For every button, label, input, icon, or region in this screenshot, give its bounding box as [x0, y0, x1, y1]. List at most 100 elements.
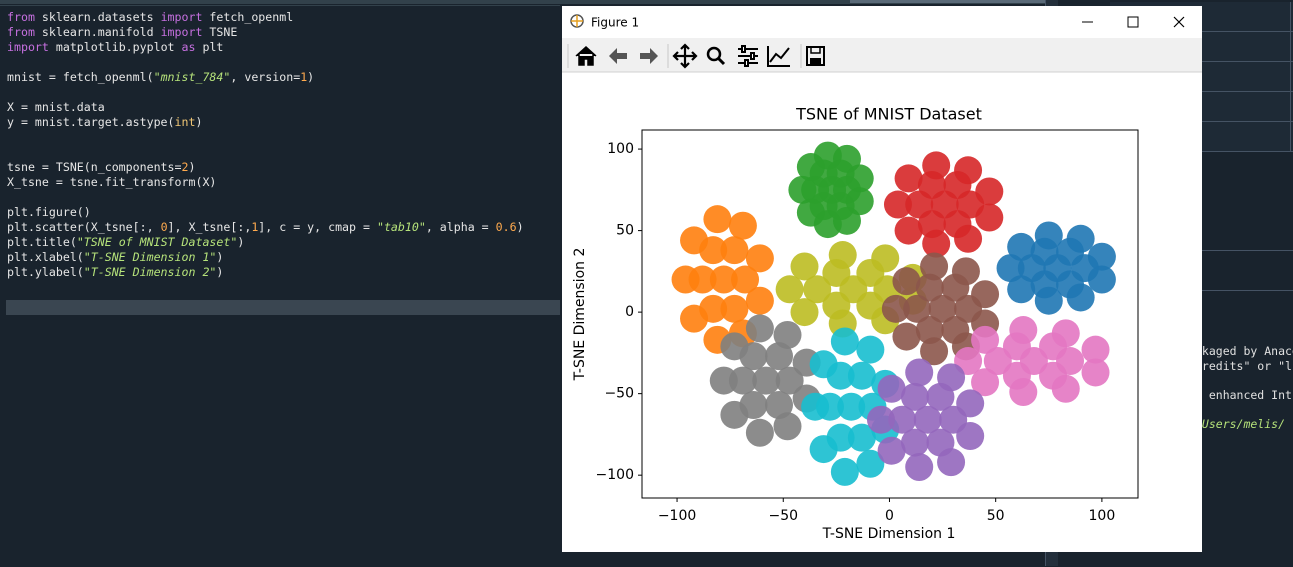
back-button[interactable]: [609, 48, 627, 64]
scatter-point: [975, 177, 1004, 206]
plot-area: [671, 141, 1116, 486]
scatter-point: [720, 332, 749, 361]
scatter-point: [703, 205, 732, 234]
scatter-point: [1087, 242, 1116, 271]
x-axis-label: T-SNE Dimension 1: [822, 526, 956, 542]
scatter-point: [956, 422, 985, 451]
scatter-point: [1007, 232, 1036, 261]
scatter-point: [775, 366, 804, 395]
scatter-point: [900, 428, 929, 457]
active-tab[interactable]: [850, 0, 1050, 3]
x-tick-label: 0: [885, 508, 894, 524]
scatter-point: [900, 382, 929, 411]
scatter-point: [954, 224, 983, 253]
configure-button[interactable]: [738, 45, 758, 67]
scatter-point: [801, 392, 830, 421]
scatter-point: [788, 175, 817, 204]
scatter-point: [790, 298, 819, 327]
scatter-point: [1081, 335, 1110, 364]
code-block: plt.figure() plt.scatter(X_tsne[:, 0], X_…: [7, 205, 524, 280]
console-line: /Users/melis/: [1195, 417, 1286, 431]
scatter-point: [1034, 286, 1063, 315]
scatter-point: [1066, 224, 1095, 253]
window-title: Figure 1: [591, 16, 639, 30]
maximize-button[interactable]: [1127, 16, 1139, 28]
forward-button[interactable]: [640, 48, 658, 64]
x-tick-label: −100: [658, 508, 696, 524]
scatter-point: [892, 267, 921, 296]
scatter-point: [905, 358, 934, 387]
x-tick-label: 100: [1089, 508, 1116, 524]
scatter-point: [745, 314, 774, 343]
scatter-point: [915, 273, 944, 302]
scatter-point: [765, 391, 794, 420]
code-line: tsne = TSNE(n_components=2): [7, 160, 196, 174]
scatter-point: [1034, 221, 1063, 250]
x-tick-label: −50: [768, 508, 798, 524]
scatter-point: [888, 405, 917, 434]
code-editor[interactable]: from sklearn.datasets import fetch_openm…: [0, 5, 560, 567]
code-line: plt.scatter(X_tsne[:, 0], X_tsne[:,1], c…: [7, 220, 524, 234]
scatter-point: [773, 320, 802, 349]
scatter-point: [720, 400, 749, 429]
code-line: import matplotlib.pyplot as plt: [7, 40, 224, 54]
scatter-point: [680, 226, 709, 255]
scatter-point: [1007, 275, 1036, 304]
console-line: n enhanced Int: [1195, 388, 1292, 402]
scatter-point: [1009, 378, 1038, 407]
code-line: plt.figure(): [7, 205, 91, 219]
scatter-point: [956, 389, 985, 418]
code-line: X = mnist.data: [7, 100, 105, 114]
figure-window: Figure 1 TSNE of MNIST Dataset T-SNE Dim…: [562, 6, 1202, 552]
tab-strip: [0, 0, 1293, 4]
pan-button[interactable]: [672, 43, 698, 69]
scatter-point: [937, 448, 966, 477]
save-button[interactable]: [806, 46, 825, 66]
scatter-point: [709, 265, 738, 294]
zoom-button[interactable]: [706, 46, 726, 66]
scatter-point: [996, 254, 1025, 283]
code: from sklearn.datasets import fetch_openm…: [7, 10, 524, 280]
scatter-point: [983, 347, 1012, 376]
axes-edit-button[interactable]: [767, 46, 790, 67]
code-line: plt.xlabel("T-SNE Dimension 1"): [7, 250, 224, 264]
scatter-point: [971, 325, 1000, 354]
scatter-point: [877, 436, 906, 465]
scatter-point: [1081, 358, 1110, 387]
close-button[interactable]: [1173, 16, 1185, 28]
code-line: y = mnist.target.astype(int): [7, 115, 203, 129]
y-tick-label: 50: [616, 223, 634, 239]
scatter-point: [745, 418, 774, 447]
scatter-point: [894, 216, 923, 245]
scatter-point: [883, 190, 912, 219]
scatter-point: [728, 211, 757, 240]
scatter-point: [796, 153, 825, 182]
code-line: mnist = fetch_openml("mnist_784", versio…: [7, 70, 315, 84]
code-block: X = mnist.data y = mnist.target.astype(in…: [7, 100, 524, 130]
code-line: from sklearn.manifold import TSNE: [7, 25, 238, 39]
scatter-point: [871, 244, 900, 273]
scatter-point: [731, 265, 760, 294]
scatter-point: [803, 275, 832, 304]
scatter-point: [975, 203, 1004, 232]
scatter-point: [828, 241, 857, 270]
scatter-point: [752, 366, 781, 395]
home-button[interactable]: [575, 45, 597, 66]
scatter-point: [830, 457, 859, 486]
code-block: mnist = fetch_openml("mnist_784", versio…: [7, 70, 524, 85]
scatter-point: [928, 294, 957, 323]
code-line: plt.ylabel("T-SNE Dimension 2"): [7, 265, 224, 279]
code-line: from sklearn.datasets import fetch_openm…: [7, 10, 294, 24]
scatter-point: [856, 449, 885, 478]
y-axis-label: T-SNE Dimension 2: [572, 248, 588, 382]
scatter-point: [709, 366, 738, 395]
scatter-point: [915, 316, 944, 345]
scatter-point: [881, 294, 910, 323]
code-line: plt.title("TSNE of MNIST Dataset"): [7, 235, 245, 249]
scatter-point: [937, 363, 966, 392]
scatter-point: [845, 187, 874, 216]
scatter-point: [922, 229, 951, 258]
y-tick-label: −100: [596, 467, 634, 483]
scatter-point: [922, 151, 951, 180]
